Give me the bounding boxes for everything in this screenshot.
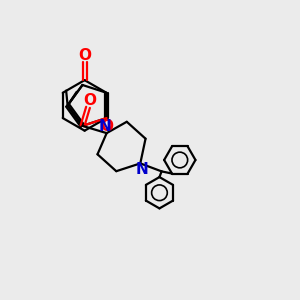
Text: N: N [99, 119, 112, 134]
Text: O: O [83, 93, 96, 108]
Text: N: N [135, 162, 148, 177]
Text: O: O [100, 119, 113, 134]
Text: O: O [78, 48, 91, 63]
